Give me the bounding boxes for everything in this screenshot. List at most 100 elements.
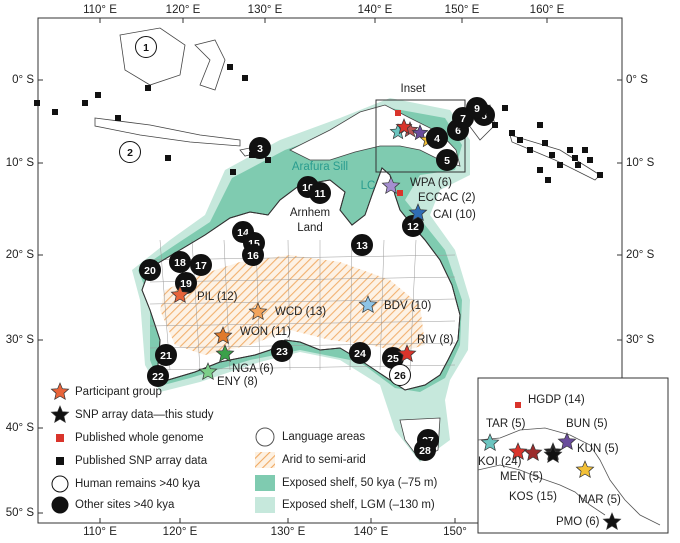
- star-marker: [215, 344, 235, 363]
- site-number: 4: [434, 133, 440, 145]
- site-number: 11: [314, 188, 325, 200]
- snp-square: [145, 85, 151, 91]
- site-circle: [155, 344, 177, 366]
- language-boundary: [149, 342, 456, 349]
- snp-square: [34, 100, 40, 106]
- map-label: Arafura Sill: [292, 161, 348, 173]
- axis-label: 30° S: [6, 334, 35, 346]
- site-number: 20: [144, 265, 156, 277]
- star-marker: [523, 443, 543, 462]
- star-marker: [557, 432, 577, 451]
- snp-square: [502, 105, 508, 111]
- group-label: PIL (12): [197, 291, 238, 303]
- genome-square: [395, 110, 401, 116]
- site-circle: [349, 342, 371, 364]
- site-number: 21: [160, 350, 172, 362]
- site-number: 19: [180, 278, 192, 290]
- site-number: 24: [354, 348, 366, 360]
- site-number: 2: [127, 147, 133, 159]
- star-marker: [381, 176, 401, 195]
- arid-zone: [160, 255, 425, 355]
- site-number: 12: [407, 221, 419, 233]
- star-marker: [543, 445, 563, 464]
- group-label: WON (11): [240, 326, 291, 338]
- axis-label: 110° E: [83, 4, 117, 16]
- legend-swatch: [51, 496, 69, 514]
- site-circle: [271, 340, 293, 362]
- snp-square: [567, 147, 573, 153]
- axis-label: 10° S: [6, 157, 35, 169]
- map-label: LC: [361, 180, 376, 192]
- site-circle: [466, 97, 488, 119]
- star-marker: [480, 433, 500, 452]
- site-circle: [351, 234, 373, 256]
- axis-label: 30° S: [626, 334, 655, 346]
- site-circle: [249, 137, 271, 159]
- site-number: 18: [174, 257, 186, 269]
- axis-label: 160° E: [530, 4, 565, 16]
- star-marker: [602, 512, 622, 531]
- group-label: KOS (15): [509, 491, 557, 503]
- snp-square: [230, 169, 236, 175]
- site-circle: [389, 364, 411, 386]
- snp-square: [545, 177, 551, 183]
- axis-label: 150°: [443, 526, 467, 538]
- star-marker: [395, 118, 413, 135]
- axis-label: 130° E: [271, 526, 306, 538]
- site-number: 22: [152, 371, 164, 383]
- group-label: MEN (5): [500, 471, 543, 483]
- snp-square: [587, 157, 593, 163]
- site-number: 17: [195, 260, 207, 272]
- group-label: ECCAC (2): [418, 192, 476, 204]
- legend-label: Published SNP array data: [75, 455, 208, 467]
- snp-square: [509, 130, 515, 136]
- snp-square: [492, 122, 498, 128]
- star-marker: [508, 442, 528, 461]
- axis-label: 40° S: [6, 422, 35, 434]
- language-boundary: [409, 239, 417, 371]
- inset-panel: [477, 377, 669, 534]
- legend-swatch: [255, 497, 275, 513]
- legend-swatch: [255, 427, 275, 447]
- group-label: WCD (13): [275, 306, 326, 318]
- axis-label: 120° E: [166, 4, 201, 16]
- snp-square: [82, 100, 88, 106]
- site-number: 14: [237, 227, 249, 239]
- site-number: 6: [455, 125, 461, 137]
- site-number: 9: [474, 103, 480, 115]
- site-circle: [309, 182, 331, 204]
- axis-label: 110° E: [83, 526, 117, 538]
- legend-label: Participant group: [75, 386, 162, 398]
- site-circle: [436, 149, 458, 171]
- group-label: CAI (10): [433, 209, 476, 221]
- snp-square: [527, 147, 533, 153]
- group-label: NGA (6): [232, 363, 274, 375]
- site-number: 16: [247, 250, 259, 262]
- site-number: 1: [143, 42, 149, 54]
- snp-square: [52, 109, 58, 115]
- site-number: 13: [356, 240, 368, 252]
- landmass: [94, 117, 241, 147]
- legend-label: Arid to semi-arid: [282, 454, 366, 466]
- landmass: [194, 39, 226, 91]
- site-number: 5: [444, 155, 450, 167]
- group-label: BUN (5): [566, 418, 608, 430]
- group-label: RIV (8): [417, 334, 454, 346]
- star-marker: [408, 203, 428, 222]
- legend-swatch: [56, 457, 64, 465]
- snp-square: [227, 64, 233, 70]
- site-circle: [135, 36, 157, 58]
- snp-square: [165, 155, 171, 161]
- map-label: Inset: [401, 83, 427, 95]
- group-label: TAR (5): [486, 418, 526, 430]
- language-boundary: [149, 298, 456, 305]
- axis-label: 140° E: [358, 4, 393, 16]
- group-label: ENY (8): [217, 376, 258, 388]
- language-boundary: [149, 320, 456, 327]
- snp-square: [575, 162, 581, 168]
- group-label: KOI (24): [478, 456, 522, 468]
- axis-label: 20° S: [626, 249, 655, 261]
- star-marker: [50, 405, 70, 424]
- site-number: 28: [419, 445, 431, 457]
